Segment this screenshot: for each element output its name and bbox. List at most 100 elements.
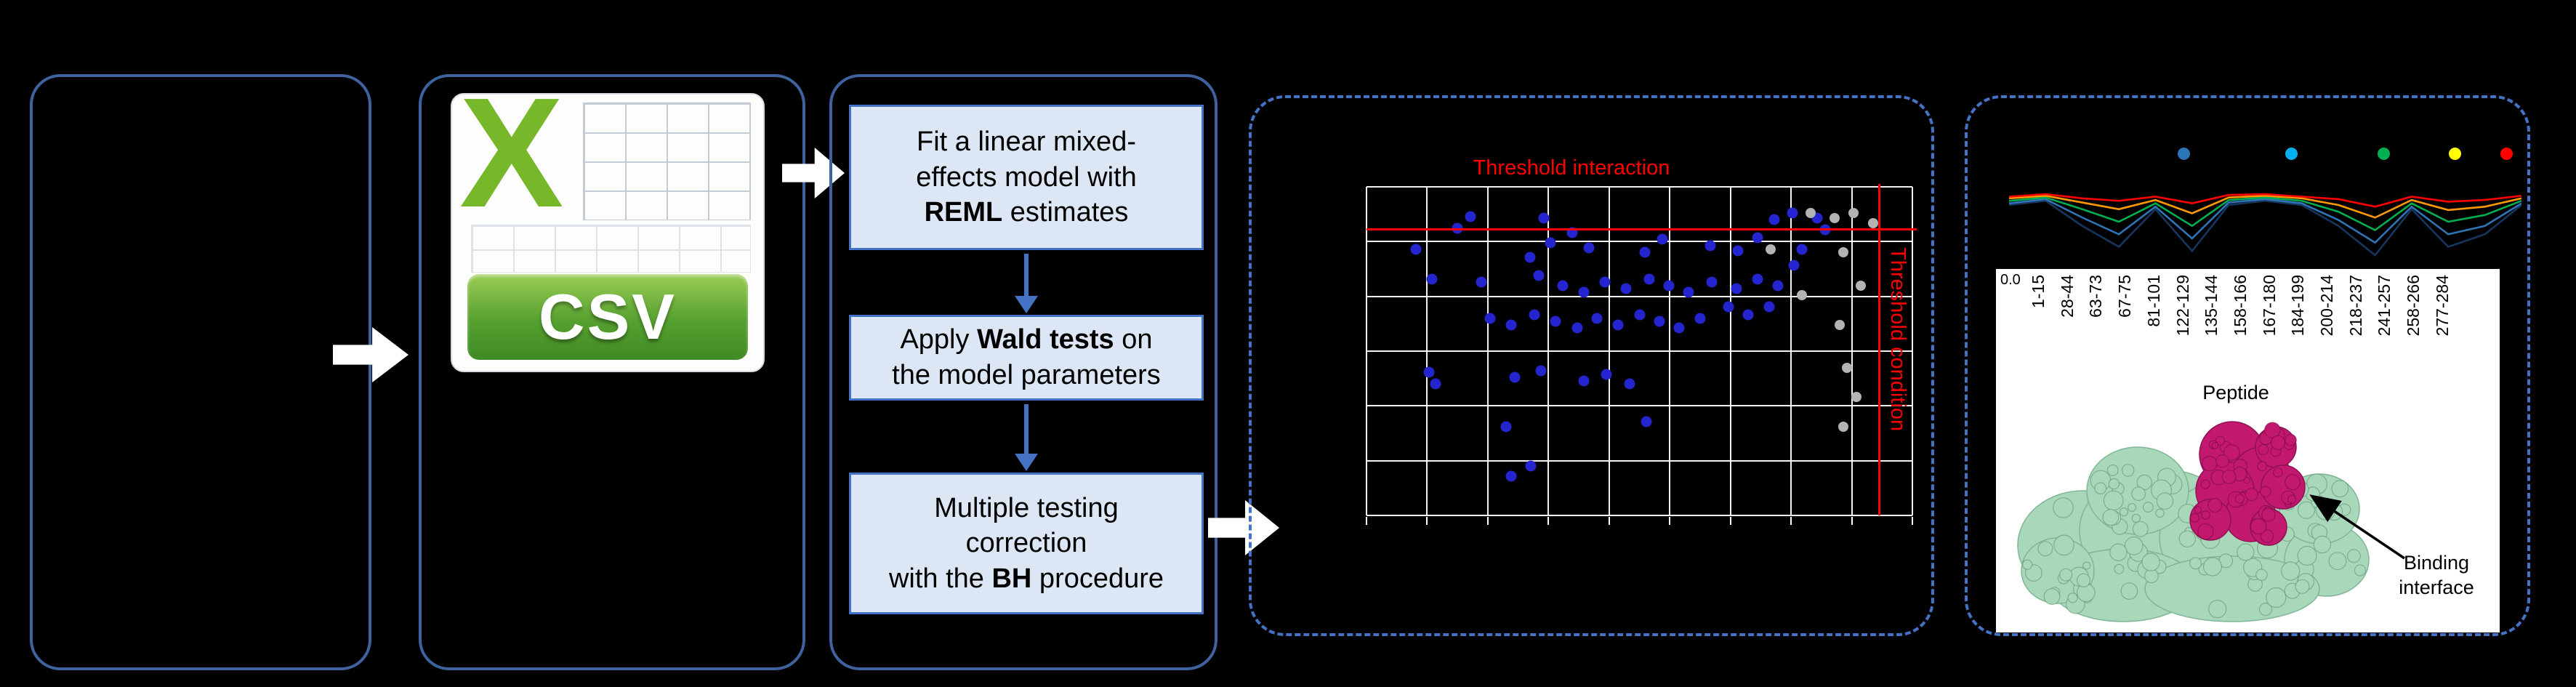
scatter-point (1524, 252, 1536, 263)
scatter-point (1591, 313, 1603, 324)
scatter-point (1763, 301, 1775, 313)
grid-line (1367, 350, 1912, 352)
axis-tick (1486, 517, 1489, 525)
peptide-tick-label: 158-166 (2230, 275, 2250, 337)
scatter-point (1654, 316, 1665, 327)
panel-input (30, 74, 371, 670)
scatter-point (1426, 273, 1438, 285)
step-wald-tests: Apply Wald tests on the model parameters (849, 315, 1204, 401)
scatter-point (1620, 283, 1632, 294)
step-multiple-testing: Multiple testing correction with the BH … (849, 473, 1204, 614)
down-arrow-icon (1024, 254, 1029, 296)
scatter-point (1643, 273, 1655, 285)
scatter-point (1732, 245, 1744, 257)
peptide-tick-label: 67-75 (2115, 275, 2135, 318)
panel-statistics-steps: Fit a linear mixed- effects model with R… (829, 74, 1217, 670)
excel-x-logo-icon: X (459, 65, 564, 240)
scatter-point (1706, 276, 1718, 288)
axis-tick (1366, 517, 1367, 525)
peptide-tick-label: 184-199 (2288, 275, 2308, 337)
axis-tick (1912, 517, 1913, 525)
peptide-tick-label: 258-266 (2404, 275, 2423, 337)
scatter-point (1848, 208, 1859, 219)
scatter-point (1545, 237, 1556, 249)
grid-line (1367, 515, 1912, 516)
down-arrow-icon (1024, 404, 1029, 454)
scatter-point (1723, 301, 1734, 313)
axis-tick (1790, 517, 1792, 525)
scatter-point (1571, 322, 1583, 334)
panel-profile-output: 0.0 1-15 28-44 63-73 67-75 81-101 122-129 135-… (1965, 95, 2530, 636)
scatter-point (1612, 319, 1624, 331)
panel-csv-file: X CSV (419, 74, 805, 670)
scatter-point (1766, 244, 1776, 254)
step-multiple-testing-text: Multiple testing correction with the BH … (888, 492, 1164, 594)
peptide-tick-label: 81-101 (2144, 275, 2163, 327)
step-fit-model-text: Fit a linear mixed- effects model with R… (916, 126, 1137, 228)
grid-line (1912, 187, 1913, 515)
spreadsheet-grid-icon (470, 224, 751, 273)
peptide-tick-labels: 1-15 28-44 63-73 67-75 81-101 122-129 135-144 1… (2029, 275, 2452, 373)
scatter-point (1704, 240, 1716, 252)
peptide-tick-label: 135-144 (2202, 275, 2221, 337)
spreadsheet-grid-icon (582, 103, 751, 220)
threshold-condition-label: Threshold condition (1886, 247, 1909, 432)
scatter-point (1529, 309, 1540, 321)
scatter-point (1694, 313, 1706, 324)
legend-dot-icon (2449, 148, 2462, 160)
grid-line (1367, 459, 1912, 462)
axis-tick (1426, 517, 1428, 525)
peptide-tick-label: 200-214 (2317, 275, 2337, 337)
protein-structure-image (2017, 421, 2370, 622)
scatter-point (1867, 217, 1878, 228)
step-fit-model: Fit a linear mixed- effects model with R… (849, 105, 1204, 250)
threshold-condition-line (1877, 184, 1880, 515)
step-wald-tests-text: Apply Wald tests on the model parameters (892, 324, 1161, 390)
threshold-interaction-line (1367, 228, 1917, 230)
csv-label: CSV (539, 280, 677, 353)
scatter-point (1599, 276, 1611, 288)
peptide-tick-label: 122-129 (2173, 275, 2192, 337)
axis-tick (1851, 517, 1853, 525)
scatter-plot (1366, 184, 1917, 525)
scatter-point (1566, 227, 1578, 238)
grid-line (1367, 405, 1912, 407)
scatter-point (1557, 280, 1569, 292)
grid-line (1367, 241, 1912, 243)
peptide-panel: 0.0 1-15 28-44 63-73 67-75 81-101 122-129 135-… (1996, 269, 2500, 632)
scatter-point (1752, 232, 1763, 244)
scatter-point (1855, 280, 1866, 291)
scatter-point (1731, 283, 1742, 294)
scatter-point (1851, 392, 1862, 403)
scatter-point (1838, 247, 1848, 258)
binding-interface-label: Binding interface (2399, 552, 2474, 598)
legend-dot-icon (2377, 148, 2390, 160)
scatter-point (1752, 273, 1763, 285)
scatter-point (1805, 208, 1816, 219)
uptake-line-chart (2009, 188, 2521, 272)
scatter-point (1410, 244, 1422, 255)
scatter-point (1657, 233, 1668, 245)
axis-tick (1669, 517, 1671, 525)
panel-scatter-output: Threshold interaction Threshold conditio… (1249, 95, 1934, 636)
x-axis-label: Peptide (2202, 382, 2269, 403)
scatter-point (1476, 276, 1487, 288)
axis-tick (1547, 517, 1550, 525)
csv-file-icon: X CSV (451, 74, 765, 372)
scatter-point (1500, 421, 1512, 433)
scatter-point (1788, 260, 1800, 271)
scatter-point (1525, 460, 1537, 472)
scatter-point (1465, 211, 1476, 222)
peptide-tick-label: 218-237 (2346, 275, 2365, 337)
scatter-point (1509, 371, 1521, 383)
peptide-tick-label: 277-284 (2432, 275, 2452, 337)
legend-dot-icon (2500, 148, 2513, 160)
scatter-point (1641, 416, 1651, 427)
peptide-tick-label: 167-180 (2259, 275, 2279, 337)
scatter-point (1768, 214, 1780, 225)
grid-line (1367, 186, 1912, 188)
scatter-point (1484, 313, 1496, 324)
scatter-point (1423, 366, 1435, 378)
scatter-point (1624, 378, 1635, 390)
scatter-point (1634, 309, 1645, 321)
